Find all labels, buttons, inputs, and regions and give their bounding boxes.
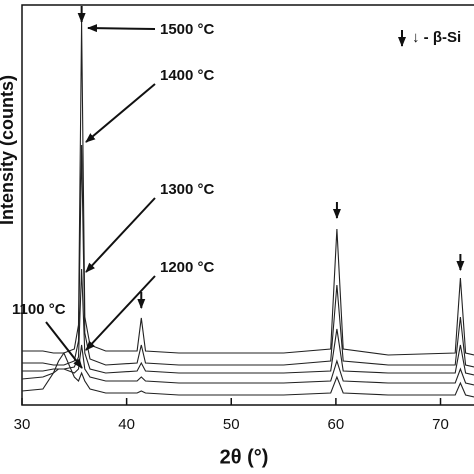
pointer-arrow — [85, 275, 156, 351]
pointer-arrow — [87, 24, 156, 33]
curve-label: 1300 °C — [160, 181, 215, 198]
curve-label: 1200 °C — [160, 259, 215, 276]
x-tick-label: 40 — [118, 416, 135, 433]
xrd-curve — [22, 21, 474, 356]
x-tick-label: 60 — [328, 416, 345, 433]
x-axis-label: 2θ (°) — [220, 446, 269, 468]
pointer-arrow — [85, 197, 156, 273]
x-tick-label: 30 — [14, 416, 31, 433]
curve-label: 1500 °C — [160, 21, 215, 38]
xrd-curve — [21, 351, 474, 398]
y-axis-label: Intensity (counts) — [0, 75, 17, 225]
legend-text: ↓ - β-Si — [412, 29, 461, 46]
x-tick-label: 50 — [223, 416, 240, 433]
plot-frame — [21, 4, 474, 406]
pointer-arrow — [85, 83, 156, 143]
curve-label: 1100 °C — [12, 301, 66, 318]
xrd-curve — [21, 344, 474, 386]
xrd-curve — [22, 144, 474, 368]
curve-label: 1400 °C — [160, 67, 215, 84]
x-tick-label: 70 — [432, 416, 449, 433]
pointer-arrow — [45, 321, 83, 369]
